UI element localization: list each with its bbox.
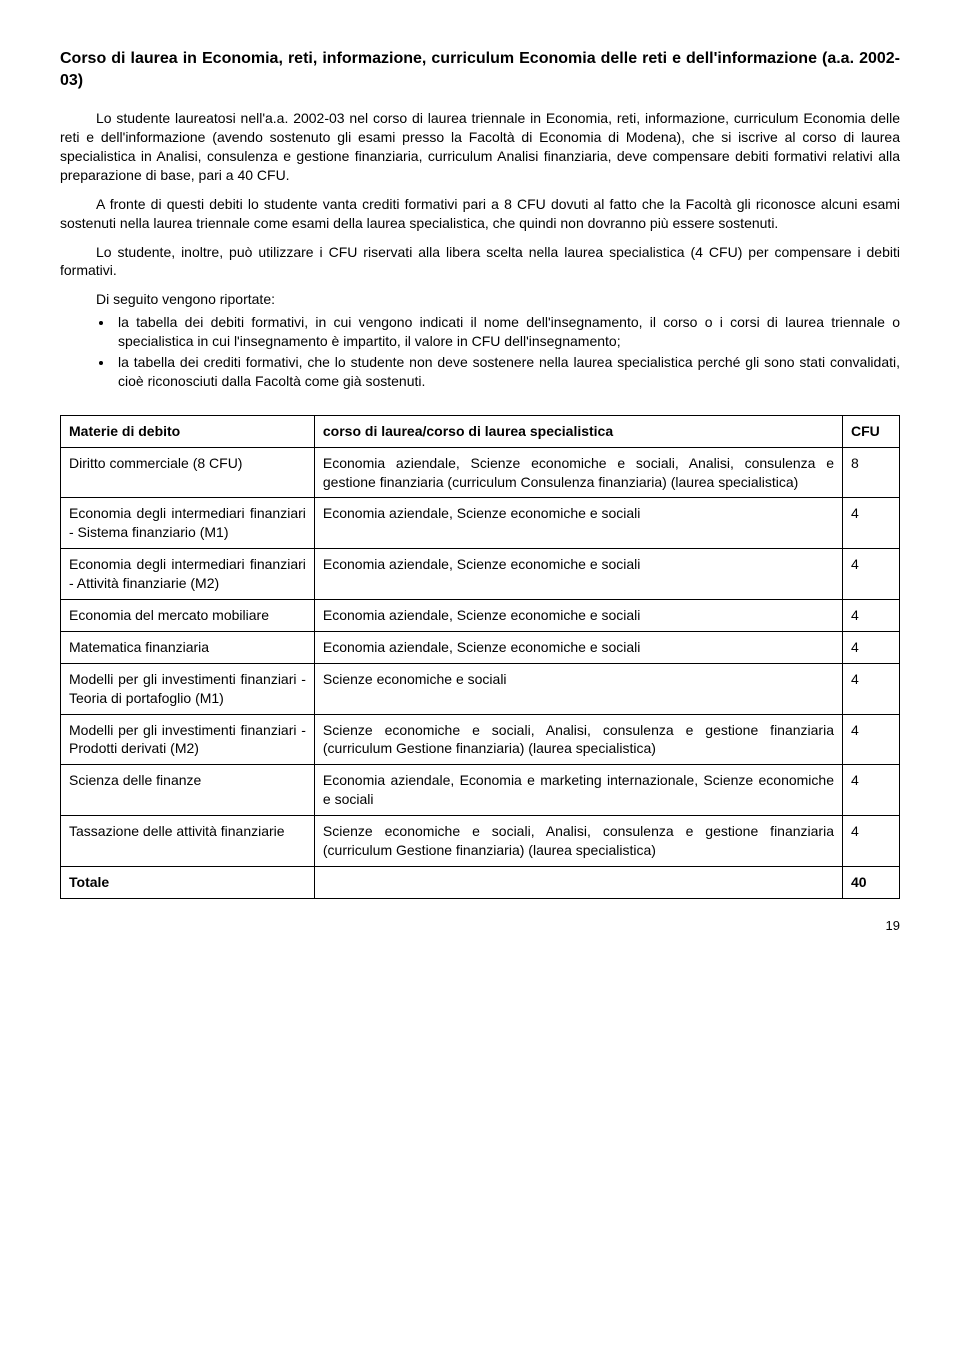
paragraph-3: Lo studente, inoltre, può utilizzare i C… [60, 243, 900, 281]
cell-course: Economia aziendale, Economia e marketing… [314, 765, 842, 816]
cell-course: Economia aziendale, Scienze economiche e… [314, 631, 842, 663]
cell-course: Scienze economiche e sociali [314, 663, 842, 714]
cell-cfu: 4 [843, 631, 900, 663]
cell-cfu: 4 [843, 714, 900, 765]
cell-course: Scienze economiche e sociali, Analisi, c… [314, 816, 842, 867]
table-row: Modelli per gli investimenti finanziari … [61, 663, 900, 714]
cell-course: Economia aziendale, Scienze economiche e… [314, 447, 842, 498]
document-page: Corso di laurea in Economia, reti, infor… [0, 0, 960, 974]
table-row: Scienza delle finanze Economia aziendale… [61, 765, 900, 816]
cell-cfu: 4 [843, 663, 900, 714]
table-row: Matematica finanziaria Economia aziendal… [61, 631, 900, 663]
cell-subject: Economia degli intermediari finanziari -… [61, 549, 315, 600]
total-empty [314, 866, 842, 898]
page-title: Corso di laurea in Economia, reti, infor… [60, 48, 900, 91]
table-header-row: Materie di debito corso di laurea/corso … [61, 415, 900, 447]
table-total-row: Totale 40 [61, 866, 900, 898]
cell-cfu: 4 [843, 498, 900, 549]
cell-course: Economia aziendale, Scienze economiche e… [314, 600, 842, 632]
header-cfu: CFU [843, 415, 900, 447]
bullet-item: la tabella dei debiti formativi, in cui … [114, 313, 900, 351]
bullet-item: la tabella dei crediti formativi, che lo… [114, 353, 900, 391]
cell-cfu: 4 [843, 600, 900, 632]
bullet-list: la tabella dei debiti formativi, in cui … [60, 313, 900, 391]
page-number: 19 [60, 917, 900, 935]
cell-cfu: 8 [843, 447, 900, 498]
cell-subject: Scienza delle finanze [61, 765, 315, 816]
table-row: Tassazione delle attività finanziarie Sc… [61, 816, 900, 867]
cell-subject: Economia degli intermediari finanziari -… [61, 498, 315, 549]
cell-subject: Matematica finanziaria [61, 631, 315, 663]
cell-subject: Modelli per gli investimenti finanziari … [61, 663, 315, 714]
table-row: Economia del mercato mobiliare Economia … [61, 600, 900, 632]
cell-course: Economia aziendale, Scienze economiche e… [314, 549, 842, 600]
table-row: Economia degli intermediari finanziari -… [61, 498, 900, 549]
table-body: Diritto commerciale (8 CFU) Economia azi… [61, 447, 900, 898]
total-value: 40 [843, 866, 900, 898]
paragraph-1: Lo studente laureatosi nell'a.a. 2002-03… [60, 109, 900, 185]
cell-cfu: 4 [843, 816, 900, 867]
table-row: Economia degli intermediari finanziari -… [61, 549, 900, 600]
cell-course: Scienze economiche e sociali, Analisi, c… [314, 714, 842, 765]
table-row: Modelli per gli investimenti finanziari … [61, 714, 900, 765]
debits-table: Materie di debito corso di laurea/corso … [60, 415, 900, 899]
cell-subject: Tassazione delle attività finanziarie [61, 816, 315, 867]
cell-cfu: 4 [843, 549, 900, 600]
header-subject: Materie di debito [61, 415, 315, 447]
cell-subject: Modelli per gli investimenti finanziari … [61, 714, 315, 765]
list-intro: Di seguito vengono riportate: [60, 290, 900, 309]
cell-course: Economia aziendale, Scienze economiche e… [314, 498, 842, 549]
total-label: Totale [61, 866, 315, 898]
cell-cfu: 4 [843, 765, 900, 816]
header-course: corso di laurea/corso di laurea speciali… [314, 415, 842, 447]
cell-subject: Diritto commerciale (8 CFU) [61, 447, 315, 498]
table-row: Diritto commerciale (8 CFU) Economia azi… [61, 447, 900, 498]
cell-subject: Economia del mercato mobiliare [61, 600, 315, 632]
paragraph-2: A fronte di questi debiti lo studente va… [60, 195, 900, 233]
